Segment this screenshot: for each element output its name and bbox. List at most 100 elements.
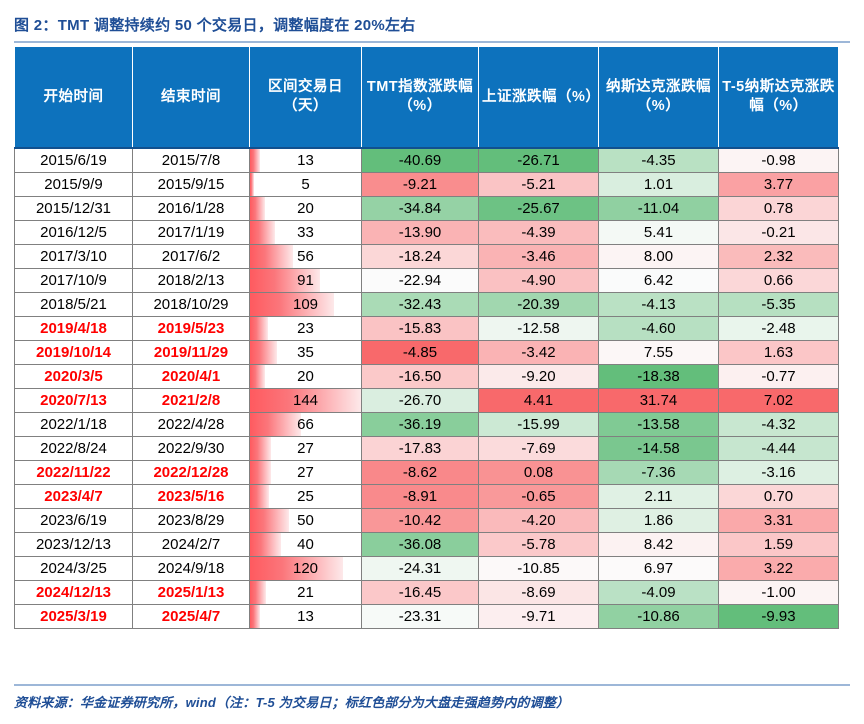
cell-tmt-change: -23.31	[361, 604, 479, 629]
cell-end-date: 2019/5/23	[132, 316, 250, 341]
cell-nasdaq-t5-change: 2.32	[718, 244, 839, 269]
cell-tmt-change: -40.69	[361, 147, 479, 173]
trading-days-value: 20	[297, 200, 314, 217]
column-header-sse-change: 上证涨跌幅（%）	[478, 46, 600, 149]
figure-title: 图 2：TMT 调整持续约 50 个交易日，调整幅度在 20%左右	[14, 17, 416, 34]
cell-nasdaq-change: -18.38	[598, 364, 719, 389]
table-row: 2020/7/13 2021/2/8 144 -26.70 4.41 31.74 7.02	[14, 388, 839, 413]
cell-trading-days: 91	[249, 268, 362, 293]
cell-start-date: 2022/8/24	[14, 436, 133, 461]
table-row: 2015/12/31 2016/1/28 20 -34.84 -25.67 -11.04 0…	[14, 196, 839, 221]
cell-tmt-change: -4.85	[361, 340, 479, 365]
table-row: 2024/3/25 2024/9/18 120 -24.31 -10.85 6.97 3.2…	[14, 556, 839, 581]
trading-days-data-bar	[250, 557, 343, 580]
cell-trading-days: 21	[249, 580, 362, 605]
cell-nasdaq-t5-change: -2.48	[718, 316, 839, 341]
cell-tmt-change: -13.90	[361, 220, 479, 245]
cell-tmt-change: -9.21	[361, 172, 479, 197]
cell-nasdaq-change: -7.36	[598, 460, 719, 485]
cell-nasdaq-t5-change: 3.22	[718, 556, 839, 581]
cell-nasdaq-t5-change: 0.70	[718, 484, 839, 509]
cell-trading-days: 120	[249, 556, 362, 581]
cell-trading-days: 66	[249, 412, 362, 437]
cell-trading-days: 13	[249, 604, 362, 629]
cell-end-date: 2015/7/8	[132, 147, 250, 173]
cell-trading-days: 20	[249, 196, 362, 221]
cell-nasdaq-t5-change: 3.31	[718, 508, 839, 533]
trading-days-data-bar	[250, 293, 335, 316]
cell-sse-change: -4.90	[478, 268, 599, 293]
cell-sse-change: -0.65	[478, 484, 599, 509]
cell-end-date: 2018/2/13	[132, 268, 250, 293]
cell-nasdaq-t5-change: 1.63	[718, 340, 839, 365]
cell-tmt-change: -36.19	[361, 412, 479, 437]
cell-nasdaq-change: -4.13	[598, 292, 719, 317]
column-header-nasdaq-change: 纳斯达克涨跌幅（%）	[598, 46, 719, 149]
trading-days-value: 27	[297, 464, 314, 481]
cell-nasdaq-t5-change: 0.78	[718, 196, 839, 221]
cell-end-date: 2022/9/30	[132, 436, 250, 461]
cell-trading-days: 56	[249, 244, 362, 269]
trading-days-value: 66	[297, 416, 314, 433]
cell-end-date: 2018/10/29	[132, 292, 250, 317]
cell-start-date: 2019/10/14	[14, 340, 133, 365]
cell-sse-change: -8.69	[478, 580, 599, 605]
trading-days-value: 13	[297, 152, 314, 169]
cell-sse-change: -4.20	[478, 508, 599, 533]
cell-trading-days: 27	[249, 436, 362, 461]
cell-nasdaq-t5-change: -3.16	[718, 460, 839, 485]
cell-nasdaq-t5-change: -0.77	[718, 364, 839, 389]
cell-tmt-change: -8.62	[361, 460, 479, 485]
cell-end-date: 2022/4/28	[132, 412, 250, 437]
trading-days-data-bar	[250, 317, 268, 340]
trading-days-value: 25	[297, 488, 314, 505]
cell-nasdaq-t5-change: -4.32	[718, 412, 839, 437]
cell-tmt-change: -34.84	[361, 196, 479, 221]
cell-end-date: 2025/4/7	[132, 604, 250, 629]
cell-sse-change: -20.39	[478, 292, 599, 317]
cell-nasdaq-change: 31.74	[598, 388, 719, 413]
cell-sse-change: -9.20	[478, 364, 599, 389]
column-header-start-date: 开始时间	[14, 46, 133, 149]
cell-sse-change: -9.71	[478, 604, 599, 629]
cell-start-date: 2015/12/31	[14, 196, 133, 221]
cell-tmt-change: -32.43	[361, 292, 479, 317]
cell-end-date: 2024/9/18	[132, 556, 250, 581]
table-row: 2015/6/19 2015/7/8 13 -40.69 -26.71 -4.35 -0.9…	[14, 147, 839, 173]
cell-trading-days: 35	[249, 340, 362, 365]
trading-days-data-bar	[250, 437, 271, 460]
cell-sse-change: -7.69	[478, 436, 599, 461]
trading-days-value: 20	[297, 368, 314, 385]
cell-nasdaq-change: 6.42	[598, 268, 719, 293]
cell-nasdaq-change: 1.86	[598, 508, 719, 533]
cell-nasdaq-t5-change: -0.98	[718, 147, 839, 173]
cell-tmt-change: -18.24	[361, 244, 479, 269]
cell-start-date: 2017/10/9	[14, 268, 133, 293]
cell-nasdaq-change: -4.35	[598, 147, 719, 173]
trading-days-data-bar	[250, 365, 266, 388]
cell-trading-days: 13	[249, 147, 362, 173]
column-header-tmt-change: TMT指数涨跌幅（%）	[361, 46, 479, 149]
table-row: 2025/3/19 2025/4/7 13 -23.31 -9.71 -10.86 -9.9…	[14, 604, 839, 629]
cell-start-date: 2022/11/22	[14, 460, 133, 485]
table-row: 2015/9/9 2015/9/15 5 -9.21 -5.21 1.01 3.77	[14, 172, 839, 197]
trading-days-value: 50	[297, 512, 314, 529]
trading-days-value: 23	[297, 320, 314, 337]
cell-start-date: 2019/4/18	[14, 316, 133, 341]
cell-nasdaq-change: 6.97	[598, 556, 719, 581]
table-row: 2019/4/18 2019/5/23 23 -15.83 -12.58 -4.60 -2.…	[14, 316, 839, 341]
cell-sse-change: -4.39	[478, 220, 599, 245]
cell-sse-change: -26.71	[478, 147, 599, 173]
cell-nasdaq-change: 5.41	[598, 220, 719, 245]
trading-days-data-bar	[250, 485, 270, 508]
table-row: 2023/6/19 2023/8/29 50 -10.42 -4.20 1.86 3.31	[14, 508, 839, 533]
cell-nasdaq-t5-change: -5.35	[718, 292, 839, 317]
trading-days-value: 33	[297, 224, 314, 241]
cell-start-date: 2020/7/13	[14, 388, 133, 413]
cell-sse-change: 4.41	[478, 388, 599, 413]
table-body: 2015/6/19 2015/7/8 13 -40.69 -26.71 -4.35 -0.9…	[14, 147, 839, 629]
trading-days-value: 109	[292, 296, 319, 313]
cell-sse-change: -10.85	[478, 556, 599, 581]
column-header-nasdaq-t5-change: T-5纳斯达克涨跌幅（%）	[718, 46, 839, 149]
trading-days-value: 91	[297, 272, 314, 289]
